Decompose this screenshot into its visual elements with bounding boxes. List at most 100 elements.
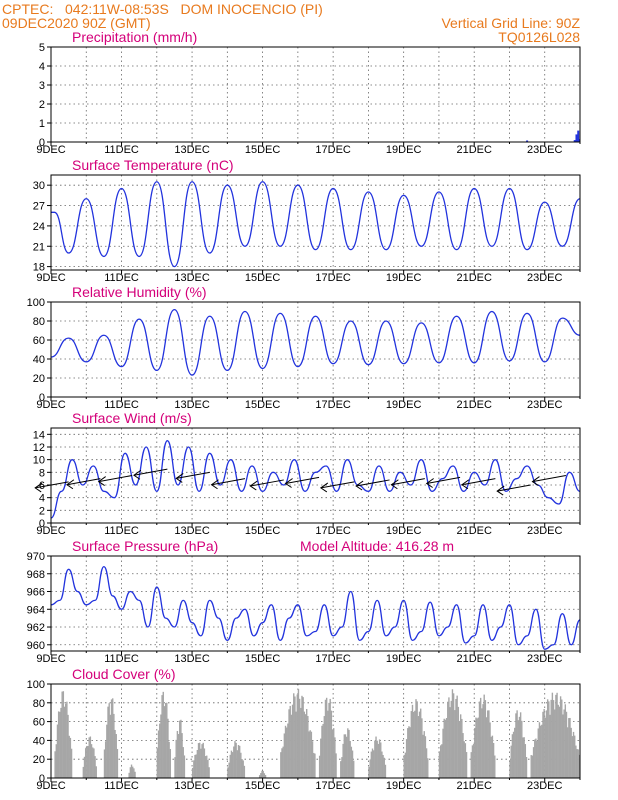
cloud-cover-bar: [445, 718, 448, 778]
wind-vector-arrowhead: [461, 479, 470, 490]
cloud-cover-bar: [330, 710, 333, 778]
cloud-cover-bar: [195, 754, 197, 778]
humidity-ylabel: 80: [33, 316, 45, 328]
cloud-cover-bar: [182, 747, 184, 778]
cloud-cover-bar: [410, 711, 413, 778]
cloud-cover-bar: [264, 775, 267, 778]
cloud-cover-bar: [197, 743, 200, 778]
precipitation-bar: [578, 139, 581, 142]
cloud-cover-bar: [327, 710, 329, 778]
cloud-cover-bar: [156, 748, 159, 778]
precipitation-ylabel: 3: [39, 80, 45, 92]
precipitation-bar: [577, 130, 580, 142]
cloud-cover-bar: [162, 691, 164, 778]
cloud-cover-bar: [561, 699, 563, 778]
cloud-cover-bar: [175, 739, 177, 778]
pressure-xlabel: 11DEC: [104, 653, 139, 665]
wind-ylabel: 12: [33, 442, 45, 454]
cloud-cover-bar: [234, 741, 236, 778]
cloud-cover-bar: [461, 718, 463, 778]
cloud-cover-bar: [478, 701, 481, 778]
cloud-cover-bar: [412, 711, 415, 778]
cloud-cover-bar: [298, 698, 301, 778]
wind-vector-arrow: [133, 468, 168, 476]
cloud-cover-bar: [92, 747, 94, 778]
cloud-cover-bar: [414, 710, 416, 778]
cloud-cover-bar: [341, 757, 343, 778]
cloud-cover-bar: [204, 756, 207, 778]
pressure-xlabel: 13DEC: [174, 653, 210, 665]
cloud-cover-bar: [89, 736, 92, 778]
cloud-cover-bar: [113, 713, 115, 778]
cloud-cover-bar: [280, 752, 282, 778]
cloud-cover-bar: [329, 698, 331, 778]
cloud-cover-bar: [109, 714, 112, 778]
cloud-cover-bar: [84, 748, 87, 778]
pressure-xlabel: 23DEC: [527, 653, 563, 665]
cloud-cover-bar: [193, 760, 195, 778]
cloud-cover-bar: [55, 744, 57, 778]
cloud-cover-bar: [549, 714, 551, 778]
temperature-xlabel: 9DEC: [36, 272, 65, 284]
cloud-cover-title: Cloud Cover (%): [72, 666, 175, 682]
precipitation-ylabel: 4: [39, 61, 45, 73]
cloud-cover-bar: [442, 728, 444, 778]
cloud-cover-bar: [476, 718, 478, 778]
wind-xlabel: 13DEC: [174, 525, 210, 537]
cloud-cover-xlabel: 17DEC: [315, 780, 351, 792]
wind-ylabel: 14: [33, 429, 45, 441]
cloud-cover-bar: [61, 691, 63, 778]
cloud-cover-bar: [157, 730, 160, 778]
cloud-cover-bar: [558, 706, 561, 778]
cloud-cover-bar: [334, 737, 336, 778]
cloud-cover-bar: [574, 735, 576, 778]
precipitation-panel: 9DEC 11DEC 13DEC 15DEC 17DEC 19DEC 21DEC 23DEC 0…: [36, 29, 581, 156]
cloud-cover-bar: [87, 746, 89, 778]
cloud-cover-bar: [570, 727, 572, 778]
cloud-cover-bar: [572, 731, 575, 778]
cloud-cover-bar: [208, 767, 210, 778]
cloud-cover-bar: [351, 750, 354, 778]
wind-vector-arrow: [320, 481, 355, 489]
wind-series-line: [50, 440, 581, 519]
cloud-cover-xlabel: 13DEC: [174, 780, 210, 792]
cloud-cover-bar: [554, 709, 556, 778]
cloud-cover-bar: [545, 710, 548, 778]
cloud-cover-xlabel: 23DEC: [527, 780, 563, 792]
cloud-cover-bar: [403, 754, 405, 778]
cloud-cover-bar: [308, 731, 310, 778]
cloud-cover-bar: [568, 718, 570, 778]
cloud-cover-bar: [405, 739, 408, 778]
cloud-cover-bar: [70, 748, 73, 778]
cloud-cover-bar: [207, 759, 209, 778]
cloud-cover-bar: [309, 730, 311, 778]
pressure-title: Surface Pressure (hPa): [72, 538, 218, 554]
cloud-cover-bar: [441, 744, 443, 778]
cloud-cover-bar: [425, 748, 428, 778]
cloud-cover-bar: [163, 706, 166, 778]
cloud-cover-bar: [562, 714, 564, 778]
wind-ylabel: 8: [39, 467, 45, 479]
cloud-cover-bar: [525, 757, 528, 778]
header-station: CPTEC: 042:11W-08:53S DOM INOCENCIO (PI): [2, 1, 323, 17]
wind-ylabel: 0: [39, 518, 45, 530]
wind-xlabel: 17DEC: [315, 525, 351, 537]
cloud-cover-bar: [490, 736, 492, 778]
cloud-cover-bar: [294, 696, 296, 778]
cloud-cover-bar: [342, 743, 344, 778]
cloud-cover-bar: [203, 748, 206, 778]
cloud-cover-bar: [510, 745, 512, 778]
cloud-cover-bar: [575, 745, 577, 778]
cloud-cover-bar: [191, 767, 194, 778]
humidity-frame: [50, 301, 581, 398]
wind-ylabel: 2: [39, 505, 45, 517]
cloud-cover-bar: [530, 755, 532, 778]
temperature-ylabel: 27: [33, 201, 45, 213]
cloud-cover-ylabel: 40: [33, 735, 45, 747]
cloud-cover-xlabel: 9DEC: [36, 780, 65, 792]
cloud-cover-xlabel: 21DEC: [456, 780, 492, 792]
wind-vector-arrowhead: [425, 478, 434, 488]
cloud-cover-bar: [103, 749, 106, 778]
humidity-ylabel: 20: [33, 373, 45, 385]
temperature-xlabel: 17DEC: [315, 272, 351, 284]
